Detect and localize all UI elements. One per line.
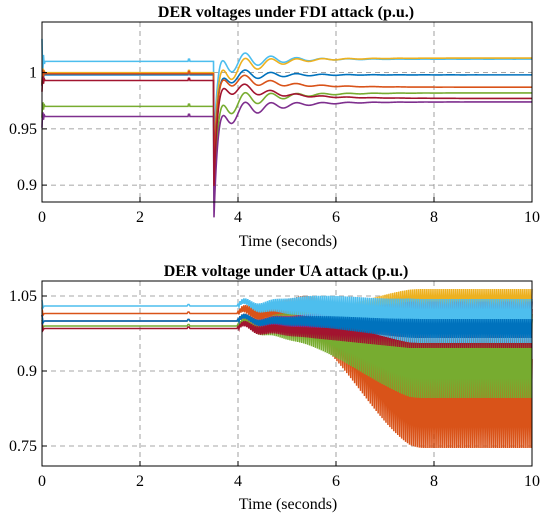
fdi-x-tick-label: 8 [430,209,438,226]
ua-x-tick-label: 2 [136,473,144,490]
fdi-y-tick-label: 1 [29,65,37,82]
fdi-series-line-3 [41,69,532,166]
fdi-ticks: 0 2 4 6 8 10 0.9 0.95 1 [9,65,540,226]
fdi-x-tick-label: 10 [524,209,540,226]
ua-panel: DER voltage under UA attack (p.u.) 0 2 4 6 8… [9,263,540,513]
ua-series-layer [41,288,533,449]
fdi-series-line-4 [41,69,532,169]
ua-chart-title: DER voltage under UA attack (p.u.) [164,263,409,280]
fdi-x-tick-label: 0 [38,209,46,226]
fdi-series-line-2 [41,57,532,159]
fdi-x-axis-label: Time (seconds) [239,233,338,250]
ua-y-tick-label: 0.75 [9,438,37,455]
ua-x-tick-label: 8 [430,473,438,490]
ua-plot-frame [41,280,533,467]
fdi-series-line-1 [41,38,532,145]
ua-y-tick-label: 0.9 [17,363,37,380]
ua-x-tick-label: 0 [38,473,46,490]
fdi-series-line-6 [41,101,533,218]
ua-x-tick-label: 6 [332,473,340,490]
ua-series-band-4 [41,313,533,339]
fdi-series-layer [41,38,533,218]
fdi-series-line-7 [41,76,532,186]
ua-y-tick-label: 1.05 [9,288,37,305]
fdi-chart-title: DER voltages under FDI attack (p.u.) [158,4,414,21]
fdi-x-tick-label: 2 [136,209,144,226]
ua-x-tick-label: 4 [234,473,242,490]
fdi-x-tick-label: 4 [234,209,242,226]
ua-ticks: 0 2 4 6 8 10 0.75 0.9 1.05 [9,288,540,490]
fdi-panel: DER voltages under FDI attack (p.u.) 0 2 4… [9,4,540,250]
fdi-x-tick-label: 6 [332,209,340,226]
fdi-grid [42,22,532,202]
fdi-y-tick-label: 0.9 [17,177,37,194]
ua-x-tick-label: 10 [524,473,540,490]
ua-x-axis-label: Time (seconds) [239,496,338,513]
fdi-series-line-5 [41,91,532,204]
ua-series-band-6 [41,307,533,399]
fdi-plot-frame [41,21,533,203]
fdi-y-tick-label: 0.95 [9,121,37,138]
